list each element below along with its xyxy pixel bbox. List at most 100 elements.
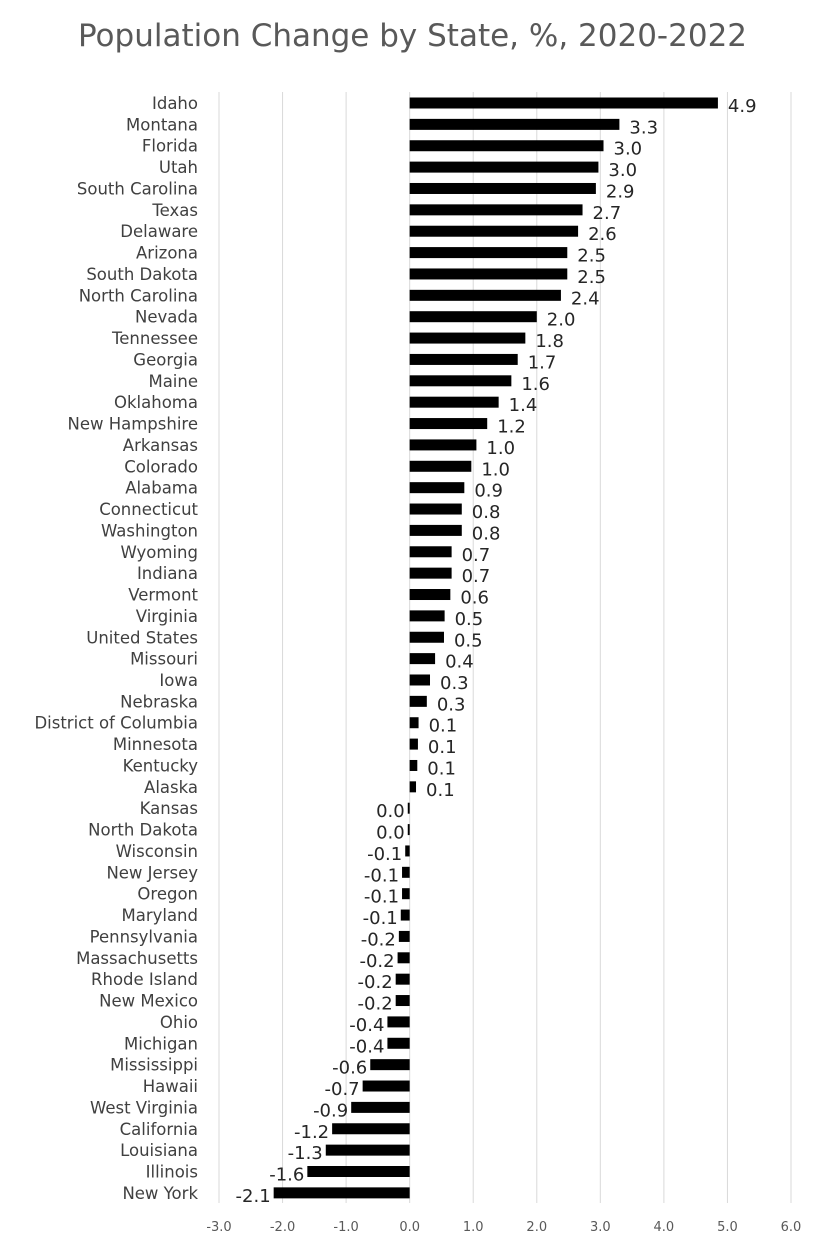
category-label: Tennessee <box>111 329 198 348</box>
category-label: Kansas <box>140 799 198 818</box>
category-label: Nebraska <box>120 692 198 711</box>
category-labels: Idaho Montana Florida Utah South Carolina Tex… <box>34 94 198 1203</box>
category-label: District of Columbia <box>34 714 198 733</box>
bars <box>273 97 718 1199</box>
bar <box>409 653 436 665</box>
value-label: 0.8 <box>472 523 501 544</box>
value-label: 0.1 <box>426 780 455 801</box>
value-label: 2.6 <box>588 224 617 245</box>
category-label: Connecticut <box>99 500 198 519</box>
value-label: 1.7 <box>528 352 557 373</box>
category-label: New Mexico <box>99 992 198 1011</box>
value-label: 0.7 <box>462 566 491 587</box>
bar <box>395 995 410 1007</box>
category-label: Oklahoma <box>114 393 198 412</box>
value-label: 2.7 <box>593 203 622 224</box>
value-label: 0.5 <box>454 630 483 651</box>
value-label: -2.1 <box>236 1186 271 1207</box>
category-label: Alaska <box>144 778 198 797</box>
bar <box>402 888 410 900</box>
category-label: Wisconsin <box>116 842 198 861</box>
category-label: West Virginia <box>90 1098 198 1117</box>
value-label: -0.2 <box>361 929 396 950</box>
value-label: 1.8 <box>535 331 564 352</box>
value-label: -0.7 <box>325 1079 360 1100</box>
bar <box>409 247 568 259</box>
bar <box>387 1016 410 1028</box>
category-label: New York <box>122 1184 198 1203</box>
value-labels: 4.93.33.03.02.92.72.62.52.52.42.01.81.71… <box>236 96 757 1207</box>
bar <box>409 524 462 536</box>
bar <box>409 482 465 494</box>
value-label: -0.2 <box>358 994 393 1015</box>
category-label: Vermont <box>128 586 198 605</box>
bar <box>325 1144 410 1156</box>
value-label: -1.2 <box>294 1122 329 1143</box>
category-label: Missouri <box>130 650 198 669</box>
category-label: Maryland <box>121 906 198 925</box>
category-label: North Dakota <box>88 821 198 840</box>
category-label: Iowa <box>159 671 198 690</box>
bar <box>273 1187 410 1199</box>
x-tick-label: -1.0 <box>333 1220 358 1235</box>
category-label: South Carolina <box>77 179 198 198</box>
category-label: United States <box>86 628 198 647</box>
value-label: 1.4 <box>509 395 538 416</box>
bar <box>409 738 418 750</box>
x-tick-label: 2.0 <box>526 1220 547 1235</box>
bar <box>409 311 537 323</box>
category-label: North Carolina <box>79 286 198 305</box>
bar <box>409 289 561 301</box>
value-label: 3.0 <box>614 139 643 160</box>
value-label: -1.3 <box>288 1143 323 1164</box>
bar <box>409 225 579 237</box>
bar <box>409 439 477 451</box>
value-label: -0.1 <box>364 865 399 886</box>
bar <box>395 973 410 985</box>
bar <box>409 781 417 793</box>
bar <box>398 930 410 942</box>
bar <box>409 396 499 408</box>
value-label: 1.6 <box>521 374 550 395</box>
category-label: Arkansas <box>123 436 198 455</box>
bar <box>307 1166 410 1177</box>
bar <box>409 375 512 387</box>
category-label: Utah <box>159 158 198 177</box>
value-label: 3.0 <box>608 160 637 181</box>
bar <box>409 418 488 430</box>
category-label: Texas <box>151 201 198 220</box>
value-label: 2.5 <box>577 246 606 267</box>
category-label: Louisiana <box>120 1141 198 1160</box>
bar <box>409 140 604 152</box>
bar <box>409 182 596 194</box>
category-label: Kentucky <box>123 756 199 775</box>
bar <box>397 952 410 964</box>
bar <box>405 845 410 857</box>
value-label: -0.1 <box>367 844 402 865</box>
bar <box>407 802 410 814</box>
bar <box>409 353 518 365</box>
chart-title: Population Change by State, %, 2020-2022 <box>77 18 748 54</box>
value-label: 2.9 <box>606 181 635 202</box>
category-label: New Jersey <box>106 863 198 882</box>
bar <box>409 332 526 344</box>
value-label: -0.1 <box>364 887 399 908</box>
bar <box>400 909 410 921</box>
value-label: 1.0 <box>486 438 515 459</box>
bar <box>407 824 410 836</box>
category-label: Nevada <box>135 308 198 327</box>
category-label: Montana <box>126 115 198 134</box>
value-label: 0.3 <box>437 694 466 715</box>
bar <box>409 695 427 707</box>
value-label: 0.7 <box>462 545 491 566</box>
x-tick-label: 3.0 <box>590 1220 611 1235</box>
x-tick-label: 6.0 <box>781 1220 802 1235</box>
category-label: Massachusetts <box>76 949 198 968</box>
bar <box>409 118 620 130</box>
value-label: 0.1 <box>427 758 456 779</box>
category-label: Delaware <box>120 222 198 241</box>
value-label: -0.6 <box>332 1058 367 1079</box>
category-label: Mississippi <box>110 1056 198 1075</box>
category-label: Arizona <box>136 244 198 263</box>
